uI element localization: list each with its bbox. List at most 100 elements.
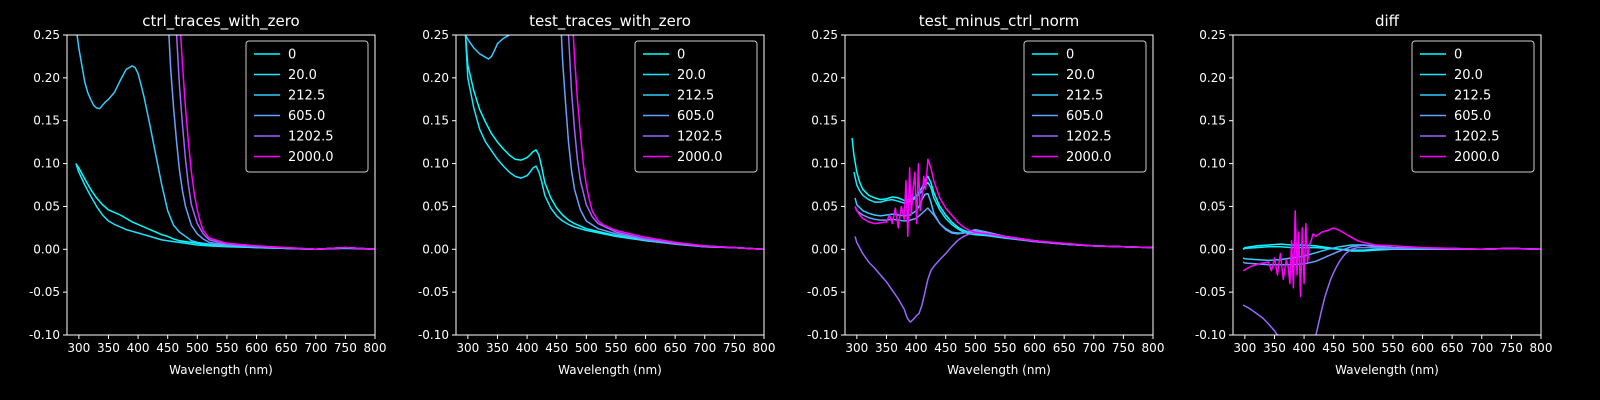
y-tick-label: 0.00 — [422, 242, 449, 256]
legend-label: 20.0 — [677, 68, 706, 83]
x-tick-label: 400 — [1293, 341, 1316, 355]
y-tick-label: -0.10 — [1195, 328, 1226, 342]
x-tick-label: 600 — [245, 341, 268, 355]
chart-title: test_minus_ctrl_norm — [919, 12, 1080, 31]
legend-label: 605.0 — [677, 109, 714, 124]
x-tick-label: 650 — [1441, 341, 1464, 355]
x-tick-label: 800 — [753, 341, 776, 355]
y-tick-label: 0.15 — [422, 114, 449, 128]
legend-label: 1202.5 — [677, 130, 723, 145]
y-tick-label: 0.15 — [811, 114, 838, 128]
x-tick-label: 550 — [993, 341, 1016, 355]
x-tick-label: 550 — [215, 341, 238, 355]
chart-panels: ctrl_traces_with_zero 300 350 400 450 500 550 6… — [29, 12, 1553, 377]
series-line-212.5 — [464, 35, 510, 60]
legend-label: 1202.5 — [288, 130, 334, 145]
y-tick-label: 0.20 — [422, 71, 449, 85]
x-tick-label: 300 — [845, 341, 868, 355]
y-tick-label: -0.05 — [418, 285, 449, 299]
chart-title: test_traces_with_zero — [529, 12, 691, 31]
y-tick-label: 0.05 — [1199, 199, 1226, 213]
y-tick-label: 0.00 — [811, 242, 838, 256]
x-tick-label: 600 — [634, 341, 657, 355]
x-tick-label: 750 — [1500, 341, 1523, 355]
x-axis-label: Wavelength (nm) — [947, 363, 1051, 377]
legend-label: 0 — [677, 48, 685, 63]
y-tick-label: 0.25 — [1199, 28, 1226, 42]
chart-title: ctrl_traces_with_zero — [142, 12, 299, 31]
series-line-1202.5 — [567, 35, 764, 251]
y-tick-label: -0.05 — [29, 285, 60, 299]
x-tick-label: 350 — [875, 341, 898, 355]
legend-label: 20.0 — [1066, 68, 1095, 83]
legend: 0 20.0 212.5 605.0 1202.5 2000.0 — [245, 40, 369, 173]
x-tick-label: 650 — [664, 341, 687, 355]
series-line-20.0 — [464, 35, 764, 251]
x-tick-label: 350 — [1263, 341, 1286, 355]
x-tick-label: 550 — [604, 341, 627, 355]
series-line-0 — [464, 35, 764, 251]
x-tick-label: 650 — [1053, 341, 1076, 355]
x-tick-label: 700 — [693, 341, 716, 355]
legend-label: 0 — [288, 48, 296, 63]
legend-label: 212.5 — [677, 89, 714, 104]
x-axis-label: Wavelength (nm) — [1335, 363, 1439, 377]
y-tick-label: 0.15 — [1199, 114, 1226, 128]
y-tick-label: 0.05 — [33, 199, 60, 213]
y-tick-label: 0.10 — [1199, 157, 1226, 171]
legend-label: 605.0 — [288, 109, 325, 124]
x-tick-label: 700 — [1082, 341, 1105, 355]
x-tick-label: 600 — [1411, 341, 1434, 355]
legend-label: 605.0 — [1454, 109, 1491, 124]
series-line-212.5 — [76, 35, 375, 251]
series-line-20.0 — [853, 171, 1153, 249]
legend-label: 2000.0 — [288, 150, 334, 165]
x-tick-label: 600 — [1023, 341, 1046, 355]
legend: 0 20.0 212.5 605.0 1202.5 2000.0 — [634, 40, 758, 173]
series-group — [1242, 209, 1541, 335]
x-tick-label: 500 — [964, 341, 987, 355]
legend-label: 212.5 — [1454, 89, 1491, 104]
legend-label: 0 — [1066, 48, 1074, 63]
y-tick-label: 0.05 — [811, 199, 838, 213]
y-tick-label: 0.00 — [33, 242, 60, 256]
series-line-2000.0 — [179, 35, 375, 251]
legend-label: 212.5 — [288, 89, 325, 104]
legend-label: 20.0 — [288, 68, 317, 83]
y-tick-label: 0.25 — [811, 28, 838, 42]
legend-label: 605.0 — [1066, 109, 1103, 124]
y-tick-label: 0.20 — [811, 71, 838, 85]
x-tick-label: 800 — [1142, 341, 1165, 355]
x-tick-label: 750 — [1112, 341, 1135, 355]
legend: 0 20.0 212.5 605.0 1202.5 2000.0 — [1023, 40, 1147, 173]
y-tick-label: 0.25 — [422, 28, 449, 42]
x-tick-label: 800 — [1530, 341, 1553, 355]
chart-panel-2: test_traces_with_zero 300 350 400 450 500 550 6… — [418, 12, 776, 377]
x-tick-label: 750 — [334, 341, 357, 355]
legend-label: 2000.0 — [677, 150, 723, 165]
x-tick-label: 300 — [456, 341, 479, 355]
legend-label: 0 — [1454, 48, 1462, 63]
x-tick-label: 450 — [156, 341, 179, 355]
series-group — [464, 35, 764, 251]
x-tick-label: 650 — [275, 341, 298, 355]
y-tick-label: -0.10 — [29, 328, 60, 342]
plot-frame — [455, 34, 765, 336]
x-tick-label: 400 — [516, 341, 539, 355]
series-line-20.0 — [75, 163, 375, 251]
legend-label: 212.5 — [1066, 89, 1103, 104]
x-axis-label: Wavelength (nm) — [558, 363, 662, 377]
y-tick-label: 0.10 — [33, 157, 60, 171]
x-tick-label: 800 — [364, 341, 387, 355]
x-tick-label: 750 — [723, 341, 746, 355]
legend-label: 2000.0 — [1066, 150, 1112, 165]
y-tick-label: 0.05 — [422, 199, 449, 213]
x-tick-label: 350 — [97, 341, 120, 355]
x-tick-label: 300 — [1233, 341, 1256, 355]
x-tick-label: 400 — [905, 341, 928, 355]
y-tick-label: 0.00 — [1199, 242, 1226, 256]
y-tick-label: 0.10 — [811, 157, 838, 171]
legend-label: 2000.0 — [1454, 150, 1500, 165]
